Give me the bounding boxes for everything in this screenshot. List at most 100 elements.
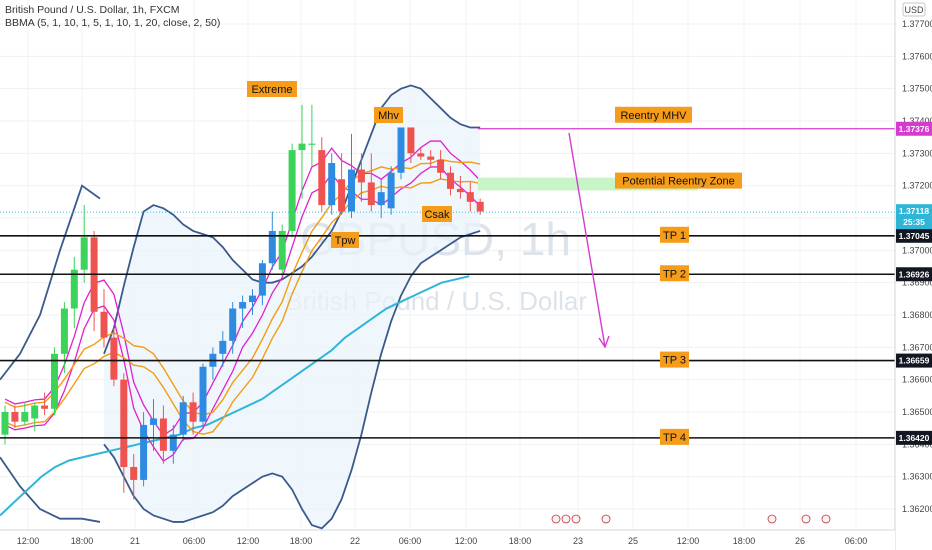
annotation-bg [247, 81, 297, 97]
candle [377, 179, 385, 218]
time-tick-label: 06:00 [399, 536, 422, 546]
event-flag-circle [767, 514, 777, 524]
candle-body [377, 192, 385, 206]
annotation-bg [374, 107, 403, 123]
candle-body [249, 295, 256, 303]
annotation-text: Csak [424, 209, 450, 221]
time-axis-bg [0, 530, 895, 550]
candle-body [288, 150, 296, 231]
candle-body [258, 263, 266, 296]
time-tick-label: 26 [795, 536, 805, 546]
annotation-label: Csak [422, 206, 452, 222]
price-tag-bg [896, 267, 932, 282]
bb-lower [103, 230, 481, 530]
price-tick-label: 1.36500 [902, 407, 932, 417]
annotation-text: Mhv [378, 110, 399, 122]
candle [387, 166, 395, 215]
candle-body [348, 169, 355, 212]
candle [11, 405, 19, 429]
price-tick-label: 1.36300 [902, 472, 932, 482]
candle [298, 104, 306, 199]
candle-body [219, 340, 227, 354]
price-tick-label: 1.37600 [902, 51, 932, 61]
annotation-bg [422, 206, 452, 222]
candle [70, 256, 78, 328]
candle-body [150, 418, 157, 425]
event-flag-icon [801, 514, 811, 524]
price-tag: 1.36420 [896, 430, 932, 445]
candle [60, 302, 68, 374]
candle-body [239, 302, 247, 309]
candle-body [169, 434, 177, 451]
price-tick-label: 1.36600 [902, 375, 932, 385]
price-axis[interactable]: USD 1.37700 1.37600 1.37500 1.37400 1.37300 1.… [894, 0, 932, 550]
ema50-line [0, 275, 470, 517]
candle-body [199, 366, 207, 422]
annotation-bg [331, 232, 359, 248]
event-flag-icon [767, 514, 777, 524]
candle-body [367, 182, 375, 206]
price-tag-bg [896, 353, 932, 368]
candle [437, 150, 445, 180]
currency-bg [902, 2, 926, 17]
candle-body [130, 466, 138, 480]
price-tick-label: 1.37400 [902, 116, 932, 126]
candle-body [456, 188, 464, 193]
candle [110, 327, 118, 387]
last-price-text: 1.37118 [899, 206, 930, 216]
countdown-text: 25:35 [903, 217, 925, 227]
candle [90, 230, 98, 332]
candle-body [140, 424, 148, 480]
price-tick-label: 1.36700 [902, 342, 932, 352]
candle [318, 137, 326, 212]
time-tick-label: 06:00 [845, 536, 868, 546]
candle-body [41, 405, 49, 409]
annotation-text: Reentry MHV [620, 110, 687, 122]
annotation-text: Potential Reentry Zone [622, 176, 735, 188]
price-tag-text: 1.37045 [899, 231, 930, 241]
event-flag-circle [801, 514, 811, 524]
event-flag-icon [821, 514, 831, 524]
candle-body [427, 156, 435, 160]
price-tag: 1.37045 [896, 228, 932, 243]
annotation-text: Tpw [335, 235, 356, 247]
time-tick-label: 12:00 [17, 536, 40, 546]
candles [1, 104, 484, 500]
candle-body [476, 201, 484, 212]
candle-body [80, 237, 88, 270]
candle [189, 392, 197, 435]
level-label-text: TP 1 [663, 230, 686, 242]
candle-body [51, 353, 58, 409]
event-flag-circle [571, 514, 581, 524]
event-flag-icon [561, 514, 571, 524]
candle-body [21, 412, 29, 422]
candle [288, 143, 296, 238]
bb-upper-early [0, 184, 101, 381]
time-axis[interactable]: 12:00 18:00 21 06:00 12:00 18:00 22 06:00 12:00 1… [0, 514, 895, 550]
candle [348, 133, 355, 218]
candle-body [120, 379, 128, 467]
candle [338, 153, 346, 215]
candle-body [278, 230, 286, 270]
candle [169, 424, 177, 464]
annotation-label: Mhv [374, 107, 403, 123]
candle-body [70, 269, 78, 309]
candle [179, 395, 187, 442]
price-tick-label: 1.37300 [902, 148, 932, 158]
symbol-title: British Pound / U.S. Dollar, 1h, FXCM [5, 4, 180, 16]
level-label: TP 3 [660, 351, 689, 368]
level-label-text: TP 2 [663, 268, 686, 280]
price-tag: 1.36659 [896, 353, 932, 368]
candle-body [298, 143, 306, 151]
level-label: TP 2 [660, 265, 689, 282]
currency-badge: USD [902, 2, 926, 17]
price-tag-text: 1.36420 [899, 433, 930, 443]
candle [130, 454, 138, 500]
time-tick-label: 18:00 [733, 536, 756, 546]
candle-body [447, 172, 454, 189]
candle-body [159, 418, 167, 451]
event-flag-circle [551, 514, 561, 524]
potential-zone-label: Potential Reentry Zone [615, 172, 742, 189]
